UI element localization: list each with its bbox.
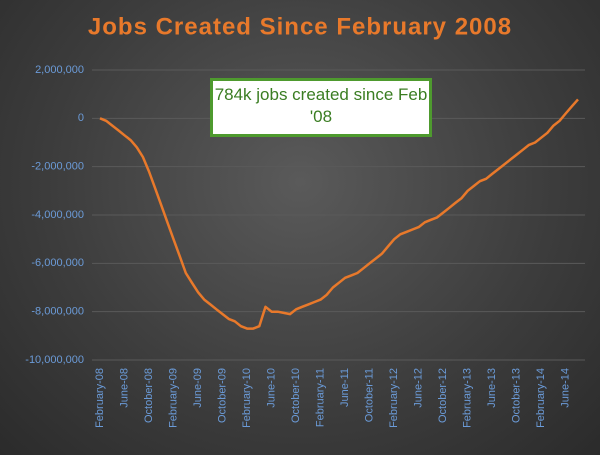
chart-title: Jobs Created Since February 2008 [88, 13, 512, 40]
y-tick-label: 0 [78, 112, 84, 124]
x-tick-label: February-09 [167, 368, 179, 428]
x-tick-label: June-14 [560, 368, 572, 408]
x-tick-label: February-10 [241, 368, 253, 428]
x-tick-label: June-09 [192, 368, 204, 408]
x-tick-label: October-09 [216, 368, 228, 423]
x-tick-label: February-14 [535, 368, 547, 428]
x-tick-label: February-08 [94, 368, 106, 428]
x-tick-label: October-13 [511, 368, 523, 423]
x-tick-label: June-12 [413, 368, 425, 408]
y-tick-label: -8,000,000 [31, 306, 84, 318]
x-tick-label: October-08 [143, 368, 155, 423]
x-tick-label: February-13 [462, 368, 474, 428]
y-tick-label: -4,000,000 [31, 209, 84, 221]
x-tick-label: February-11 [315, 368, 327, 427]
y-tick-label: -10,000,000 [25, 354, 84, 366]
x-tick-label: February-12 [388, 368, 400, 428]
y-tick-label: 2,000,000 [35, 64, 84, 76]
data-line [99, 98, 579, 330]
x-tick-label: June-13 [486, 368, 498, 408]
x-tick-label: June-10 [265, 368, 277, 408]
x-tick-label: June-11 [339, 368, 351, 407]
annotation: 784k jobs created since Feb '08 [210, 78, 432, 137]
x-tick-label: October-12 [437, 368, 449, 423]
y-tick-label: -2,000,000 [31, 161, 84, 173]
x-tick-label: June-08 [118, 368, 130, 408]
x-tick-label: October-10 [290, 368, 302, 423]
y-tick-label: -6,000,000 [31, 257, 84, 269]
x-tick-label: October-11 [364, 368, 376, 422]
